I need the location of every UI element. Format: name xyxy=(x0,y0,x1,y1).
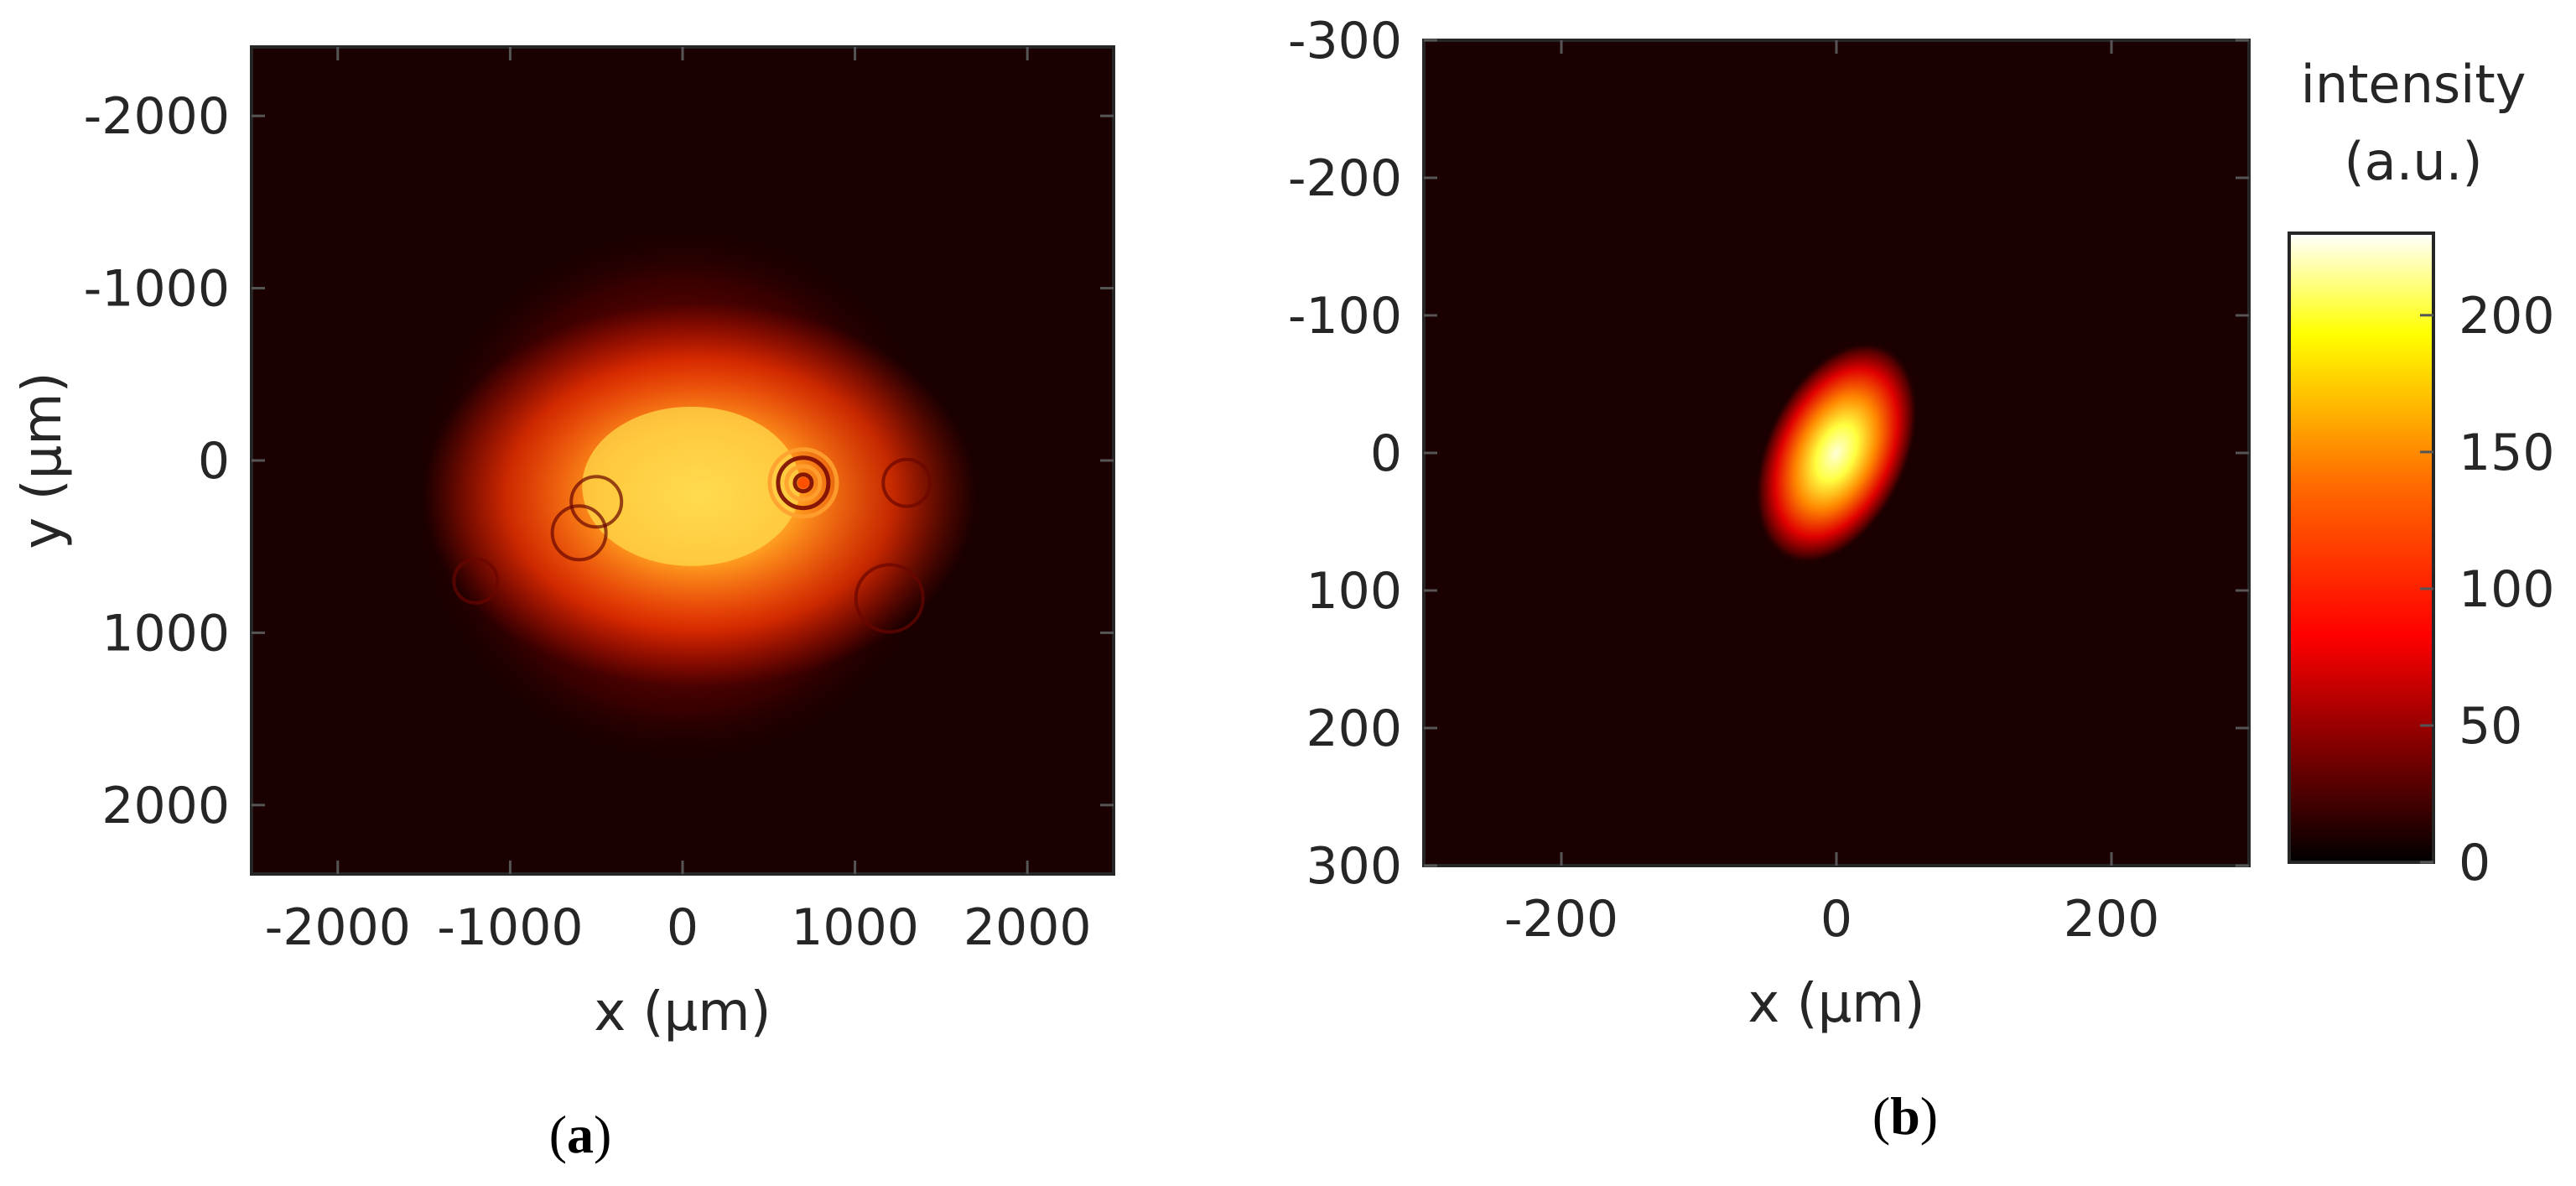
panel-a-ytick-label: 2000 xyxy=(101,777,230,835)
panel-b-ytick-label: 0 xyxy=(1370,424,1402,483)
panel-a-fringe-ring xyxy=(767,447,839,519)
colorbar-gradient xyxy=(2289,233,2433,862)
panel-a-xtick-label: -1000 xyxy=(437,898,583,957)
panel-b-ytick-label: -200 xyxy=(1288,149,1402,208)
panel-a-fringe-ring xyxy=(776,455,831,511)
panel-b-ytick-label: -300 xyxy=(1288,12,1402,70)
panel-b: -200 0 200 -300 -200 -100 0 100 200 300 x (μm) xyxy=(1288,12,2251,1035)
panel-a-ylabel: y (μm) xyxy=(12,372,74,549)
colorbar-title-line1: intensity xyxy=(2301,54,2527,115)
panel-a-fringe-ring xyxy=(784,464,823,502)
panel-a-fringe-center xyxy=(797,476,809,489)
colorbar-tick-label: 150 xyxy=(2459,424,2555,482)
panel-b-xlabel: x (μm) xyxy=(1748,973,1924,1035)
panel-a-ytick-label: 0 xyxy=(198,432,230,491)
panel-b-spot xyxy=(1754,341,1919,565)
panel-a-xtick-label: 1000 xyxy=(791,898,919,957)
colorbar-tick-label: 50 xyxy=(2459,697,2522,756)
panel-a-peak xyxy=(582,406,801,566)
panel-a-xtick-label: 0 xyxy=(667,898,699,957)
colorbar-tick-label: 100 xyxy=(2459,560,2555,619)
panel-a-ytick-label: -2000 xyxy=(84,87,230,146)
panel-b-ytick-label: 200 xyxy=(1306,700,1402,758)
colorbar: 0 50 100 150 200 intensity (a.u.) xyxy=(2288,54,2555,892)
panel-b-image xyxy=(1424,40,2249,866)
panel-a-xtick-label: 2000 xyxy=(963,898,1092,957)
panel-b-xtick-label: -200 xyxy=(1504,890,1618,949)
panel-a-image xyxy=(252,47,1114,874)
panel-a-dust-ring xyxy=(569,475,624,529)
panel-a-label: (a) xyxy=(549,1105,612,1164)
panel-a: -2000 -1000 0 1000 2000 -2000 -1000 0 1000 2000 x … xyxy=(12,45,1115,1043)
colorbar-tick-label: 200 xyxy=(2459,287,2555,346)
panel-b-ytick-label: -100 xyxy=(1288,287,1402,346)
panel-a-dust-ring xyxy=(881,457,932,508)
panel-b-label: (b) xyxy=(1872,1086,1938,1146)
colorbar-tick-label: 0 xyxy=(2459,834,2490,892)
colorbar-title-line2: (a.u.) xyxy=(2344,131,2482,192)
panel-a-ytick-label: -1000 xyxy=(84,260,230,319)
panel-a-dust-ring xyxy=(452,557,500,605)
panel-a-xtick-label: -2000 xyxy=(265,898,411,957)
panel-a-xlabel: x (μm) xyxy=(594,981,771,1043)
panel-b-xtick-label: 0 xyxy=(1820,890,1852,949)
panel-a-ytick-label: 1000 xyxy=(101,604,230,663)
panel-a-dust-ring xyxy=(854,563,925,634)
panel-b-ytick-label: 100 xyxy=(1306,562,1402,621)
panel-b-ytick-label: 300 xyxy=(1306,837,1402,896)
panel-a-dust-ring xyxy=(550,504,608,562)
colorbar-frame xyxy=(2288,231,2435,864)
panel-a-fringe-ring xyxy=(792,472,814,494)
panel-b-xtick-label: 200 xyxy=(2064,890,2160,949)
